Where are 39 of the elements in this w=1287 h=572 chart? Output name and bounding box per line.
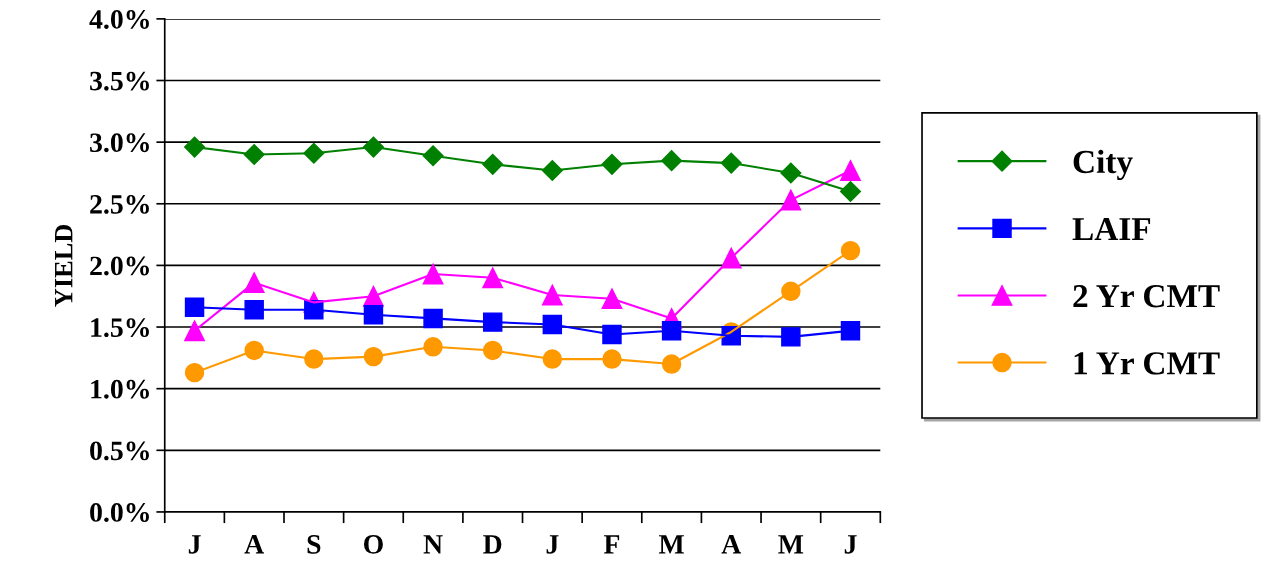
- point: [840, 160, 861, 181]
- y-tick-label: 2.5%: [90, 194, 149, 214]
- point: [184, 136, 206, 158]
- y-tick-label: 1.5%: [91, 318, 149, 338]
- point: [423, 308, 443, 329]
- point: [840, 240, 861, 261]
- x-tick-label: D: [483, 535, 502, 554]
- legend-label: City: [1073, 149, 1133, 181]
- legend-label: 2 Yr CMT: [1073, 285, 1220, 308]
- x-tick-label: N: [423, 535, 443, 554]
- y-tick-label: 0.0%: [90, 503, 149, 522]
- legend-label: LAIF: [1072, 218, 1151, 241]
- x-tick-label: J: [188, 535, 201, 554]
- x-tick-label: J: [844, 535, 857, 554]
- y-tick-label: 0.5%: [90, 441, 149, 461]
- x-tick-label: F: [603, 535, 620, 554]
- point: [244, 300, 264, 320]
- point: [602, 324, 622, 345]
- x-tick-label: A: [244, 535, 265, 554]
- point: [184, 320, 205, 342]
- y-tick-label: 3.5%: [90, 71, 149, 91]
- x-tick-label: S: [307, 535, 321, 554]
- point: [184, 362, 205, 383]
- x-tick-label: O: [364, 535, 383, 554]
- point: [601, 288, 623, 310]
- point: [781, 327, 801, 347]
- point: [482, 312, 503, 332]
- y-tick-label: 4.0%: [89, 10, 149, 29]
- x-tick-label: J: [546, 535, 559, 554]
- y-tick-label: 3.0%: [90, 133, 149, 153]
- x-tick-label: A: [721, 535, 742, 554]
- y-axis-title: YIELD: [55, 224, 73, 307]
- point: [184, 297, 205, 318]
- x-tick-label: M: [658, 535, 684, 554]
- point: [840, 321, 861, 341]
- x-tick-label: M: [778, 535, 804, 554]
- legend-label: 1 Yr CMT: [1074, 352, 1220, 375]
- y-tick-label: 1.0%: [91, 379, 149, 399]
- y-tick-label: 2.0%: [90, 256, 149, 276]
